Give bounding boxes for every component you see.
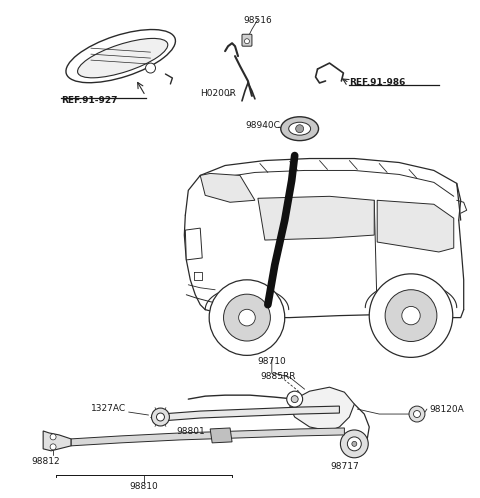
Circle shape xyxy=(145,63,156,73)
Ellipse shape xyxy=(288,122,311,135)
Circle shape xyxy=(369,274,453,358)
Text: 98717: 98717 xyxy=(330,462,359,471)
Polygon shape xyxy=(258,196,374,240)
Circle shape xyxy=(50,444,56,450)
Circle shape xyxy=(209,280,285,356)
Circle shape xyxy=(152,408,169,426)
Circle shape xyxy=(224,294,270,341)
Text: 98810: 98810 xyxy=(129,482,158,491)
Text: 1327AC: 1327AC xyxy=(91,404,126,413)
Circle shape xyxy=(239,309,255,326)
Circle shape xyxy=(50,434,56,440)
Circle shape xyxy=(244,39,250,44)
Text: 98940C: 98940C xyxy=(245,121,280,130)
Circle shape xyxy=(156,413,165,421)
Text: 98812: 98812 xyxy=(32,457,60,466)
Circle shape xyxy=(402,306,420,325)
Text: 98516: 98516 xyxy=(243,16,272,25)
Circle shape xyxy=(287,391,302,407)
Ellipse shape xyxy=(281,117,319,140)
Circle shape xyxy=(291,395,298,402)
Text: REF.91-986: REF.91-986 xyxy=(349,79,406,88)
Text: 98120A: 98120A xyxy=(429,404,464,413)
Polygon shape xyxy=(377,200,454,252)
Polygon shape xyxy=(71,428,344,446)
Text: REF.91-927: REF.91-927 xyxy=(61,96,118,105)
Text: 9885RR: 9885RR xyxy=(260,373,296,381)
Polygon shape xyxy=(210,428,232,443)
Circle shape xyxy=(409,406,425,422)
Circle shape xyxy=(340,430,368,458)
Ellipse shape xyxy=(66,29,176,83)
Polygon shape xyxy=(200,173,255,202)
Polygon shape xyxy=(290,387,354,431)
Text: 98801: 98801 xyxy=(176,427,204,436)
Circle shape xyxy=(413,410,420,417)
Circle shape xyxy=(385,290,437,342)
Circle shape xyxy=(348,437,361,451)
Circle shape xyxy=(296,124,304,132)
Ellipse shape xyxy=(78,38,168,78)
FancyBboxPatch shape xyxy=(242,34,252,46)
Polygon shape xyxy=(43,431,71,451)
Text: 98710: 98710 xyxy=(257,358,286,367)
Polygon shape xyxy=(160,406,339,421)
Polygon shape xyxy=(185,228,202,260)
Text: H0200R: H0200R xyxy=(200,90,236,99)
Circle shape xyxy=(352,441,357,446)
